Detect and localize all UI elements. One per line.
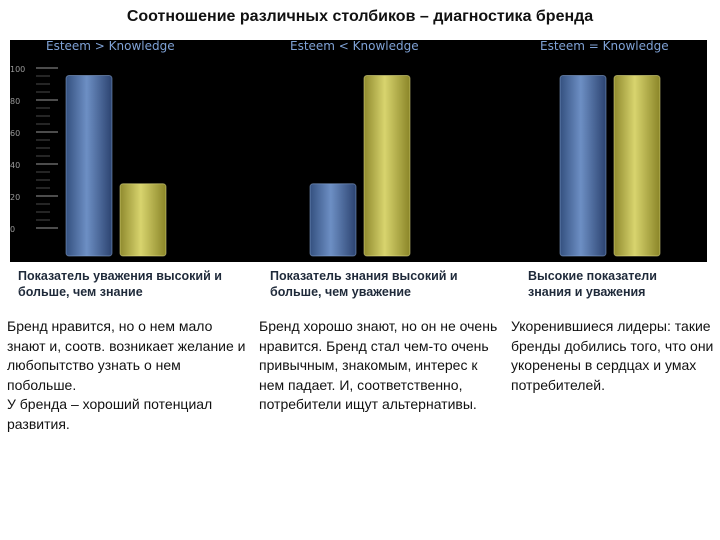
panel-header: Esteem = Knowledge bbox=[540, 40, 669, 53]
bar-esteem bbox=[65, 75, 113, 257]
y-tick-label: 80 bbox=[10, 97, 20, 106]
caption-esteem-high: Показатель уважения высокий и больше, че… bbox=[10, 262, 246, 304]
panel-header: Esteem > Knowledge bbox=[46, 40, 175, 53]
y-tick-label: 40 bbox=[10, 161, 20, 170]
bar-knowledge bbox=[613, 75, 661, 257]
caption-knowledge-high: Показатель знания высокий и больше, чем … bbox=[262, 262, 488, 304]
description-esteem-high: Бренд нравится, но о нем мало знают и, с… bbox=[7, 318, 246, 432]
panel-header: Esteem < Knowledge bbox=[290, 40, 419, 53]
bar-esteem bbox=[559, 75, 607, 257]
bar-knowledge bbox=[119, 183, 167, 257]
description-knowledge-high: Бренд хорошо знают, но он не очень нрави… bbox=[259, 318, 498, 413]
y-tick-label: 0 bbox=[10, 225, 15, 234]
chart-panel: 100 80 60 40 20 0 Esteem > Knowledge Esteem < K… bbox=[10, 40, 707, 262]
description-both-high: Укоренившиеся лидеры: такие бренды добил… bbox=[511, 318, 714, 393]
caption-both-high: Высокие показатели знания и уважения bbox=[520, 262, 707, 304]
y-tick-label: 100 bbox=[10, 65, 25, 74]
y-tick-label: 60 bbox=[10, 129, 20, 138]
y-tick-label: 20 bbox=[10, 193, 20, 202]
bar-chart: 100 80 60 40 20 0 Esteem > Knowledge Esteem < K… bbox=[10, 40, 669, 257]
bar-knowledge bbox=[363, 75, 411, 257]
page-title: Соотношение различных столбиков – диагно… bbox=[126, 8, 594, 25]
bar-esteem bbox=[309, 183, 357, 257]
